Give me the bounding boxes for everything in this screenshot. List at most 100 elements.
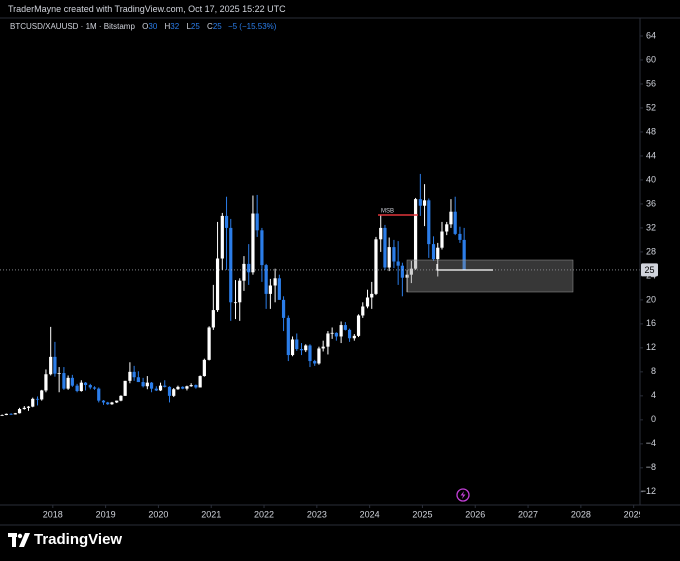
candle-body <box>343 325 347 330</box>
candle-body <box>334 332 338 337</box>
y-tick-label: 60 <box>646 54 656 64</box>
candle-body <box>53 356 57 374</box>
candle-body <box>268 285 272 294</box>
candle-body <box>418 199 422 206</box>
candle-body <box>339 325 343 337</box>
candle-body <box>453 211 457 234</box>
candle-body <box>215 258 220 311</box>
candle-body <box>431 244 436 260</box>
candle-body <box>4 413 8 416</box>
candle-body <box>106 402 110 405</box>
x-tick-label: 2020 <box>148 509 168 519</box>
y-tick-label: 32 <box>646 222 656 232</box>
candle-body <box>313 361 317 364</box>
candle-body <box>158 385 163 391</box>
candle-body <box>242 263 246 281</box>
candle-body <box>66 377 70 389</box>
candle-body <box>26 406 31 408</box>
candle-body <box>427 200 431 245</box>
candle-body <box>224 215 229 228</box>
x-tick-label: 2022 <box>254 509 274 519</box>
symbol: BTCUSD/XAUUSD · 1M · Bitstamp <box>10 22 135 31</box>
candle-body <box>211 310 215 328</box>
candle-body <box>233 302 238 304</box>
x-tick-label: 2018 <box>43 509 63 519</box>
attribution-bar: TraderMayne created with TradingView.com… <box>0 0 680 18</box>
candle-body <box>317 348 321 364</box>
candle-body <box>149 382 154 389</box>
x-tick-label: 2019 <box>96 509 116 519</box>
candle-body <box>229 227 233 303</box>
high-key: H <box>164 22 171 31</box>
y-tick-label: 64 <box>646 30 656 40</box>
candle-body <box>308 345 312 362</box>
candle-body <box>273 278 277 286</box>
y-tick-label: 44 <box>646 150 656 160</box>
brand-name: TradingView <box>34 531 123 548</box>
candle-body <box>330 332 334 334</box>
candle-body <box>247 263 251 273</box>
x-tick-label: 2024 <box>360 509 380 519</box>
y-tick-label: 12 <box>646 342 656 352</box>
y-tick-label: 0 <box>651 414 656 424</box>
candle-body <box>17 409 22 414</box>
brand-logo: TradingView <box>8 531 122 548</box>
candle-body <box>62 373 66 389</box>
y-tick-label: 40 <box>646 174 656 184</box>
candle-body <box>251 213 255 273</box>
y-tick-label: 52 <box>646 102 656 112</box>
x-tick-label: 2025 <box>412 509 432 519</box>
candle-body <box>202 359 206 377</box>
y-tick-label: 8 <box>651 366 656 376</box>
symbol-legend: BTCUSD/XAUUSD · 1M · Bitstamp O30 H32 L2… <box>10 22 276 31</box>
candle-body <box>101 400 106 403</box>
price-axis-labels: 6460565248444036322824201612840−4−8−12 <box>640 30 656 496</box>
price-tag <box>641 263 658 277</box>
candle-body <box>347 329 352 339</box>
candle-body <box>458 233 462 240</box>
candle-body <box>123 380 127 396</box>
candle-body <box>110 402 114 405</box>
candle-body <box>260 230 264 266</box>
candle-body <box>31 398 35 407</box>
y-tick-label: 4 <box>651 390 656 400</box>
time-axis: 2018 2019 2020 2021 2022 2023 2024 2025 2026 2027… <box>43 505 644 519</box>
candle-body <box>436 247 440 260</box>
candle-body <box>57 373 61 374</box>
y-tick-label: 48 <box>646 126 656 136</box>
candle-body <box>449 211 453 225</box>
x-tick-label: 2021 <box>201 509 221 519</box>
candle-body <box>238 280 242 303</box>
candle-body <box>365 297 370 307</box>
x-tick-label: 2023 <box>307 509 327 519</box>
candle-body <box>387 247 391 268</box>
candle-body <box>44 374 48 391</box>
candle-body <box>13 413 17 415</box>
candle-body <box>154 388 158 391</box>
msb-label: MSB <box>381 209 394 215</box>
candle-body <box>172 389 176 396</box>
open-value: 30 <box>148 22 158 31</box>
y-tick-label: 16 <box>646 318 656 328</box>
candle-body <box>352 335 356 339</box>
candle-body <box>304 345 308 351</box>
candle-body <box>264 265 268 294</box>
candle-body <box>383 227 387 268</box>
candle-body <box>255 213 259 231</box>
price-tag-label: 25 <box>644 265 654 275</box>
candle-body <box>220 215 224 259</box>
candle-body <box>189 385 193 387</box>
change: −5 (−15.53%) <box>227 22 277 31</box>
candle-body <box>370 293 374 298</box>
candle-body <box>79 382 83 392</box>
x-tick-label: 2029 <box>624 509 644 519</box>
candle-body <box>445 224 449 232</box>
candle-body <box>413 199 418 269</box>
brand-icon <box>8 532 30 547</box>
zone-box <box>406 259 574 293</box>
x-tick-label: 2026 <box>465 509 485 519</box>
candle-body <box>163 385 167 387</box>
candle-body <box>356 315 361 336</box>
candle-body <box>132 371 136 378</box>
